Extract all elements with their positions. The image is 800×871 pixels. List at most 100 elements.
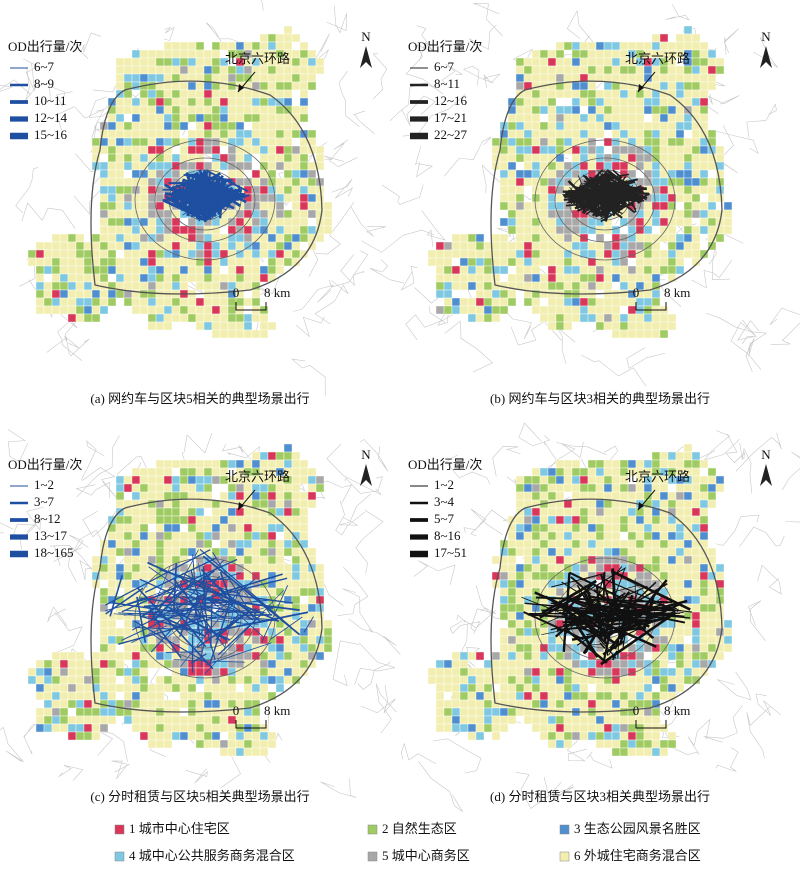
zone-cell: [163, 41, 173, 51]
zone-cell: [659, 499, 669, 509]
zone-cell: [555, 491, 565, 501]
zone-cell: [275, 129, 285, 139]
ring-arrowhead: [638, 502, 644, 510]
legend-label: 1~2: [434, 477, 454, 492]
zone-cell: [291, 81, 301, 91]
zone-cell: [595, 129, 605, 139]
zone-cell: [707, 73, 717, 83]
zone-cell: [635, 563, 645, 573]
zone-cell: [203, 683, 213, 693]
zone-cell: [475, 249, 485, 259]
zone-cell: [555, 547, 565, 557]
zone-cell: [163, 97, 173, 107]
zone-cell: [579, 225, 589, 235]
zone-cell: [563, 241, 573, 251]
zone-cell: [155, 49, 165, 59]
zone-cell: [267, 105, 277, 115]
zone-cell: [147, 273, 157, 283]
zone-cell: [299, 225, 309, 235]
zone-cell: [667, 265, 677, 275]
zone-cell: [267, 739, 277, 749]
zone-cell: [491, 731, 501, 741]
zone-cell: [299, 531, 309, 541]
zone-cell: [35, 297, 45, 307]
zone-cell: [443, 675, 453, 685]
zone-cell: [611, 739, 621, 749]
zone-cell: [179, 225, 189, 235]
zone-cell: [251, 145, 261, 155]
zone-cell: [523, 603, 533, 613]
legend-label: 10~11: [34, 93, 67, 108]
zone-cell: [595, 89, 605, 99]
zone-cell: [659, 129, 669, 139]
zone-cell: [579, 65, 589, 75]
zone-cell: [307, 643, 317, 653]
zone-cell: [475, 715, 485, 725]
zone-cell: [195, 321, 205, 331]
zone-cell: [691, 177, 701, 187]
zone-cell: [475, 691, 485, 701]
zone-cell: [131, 467, 141, 477]
zone-cell: [595, 467, 605, 477]
road: [355, 509, 384, 574]
zone-cell: [147, 723, 157, 733]
zone-cell: [115, 539, 125, 549]
legend-title: OD出行量/次: [408, 457, 482, 472]
zone-cell: [619, 459, 629, 469]
zone-cell: [43, 683, 53, 693]
zone-cell: [163, 257, 173, 267]
zone-cell: [531, 491, 541, 501]
zone-cell: [699, 619, 709, 629]
zone-cell: [547, 305, 557, 315]
zone-cell: [675, 531, 685, 541]
zone-cell: [539, 723, 549, 733]
zone-cell: [155, 161, 165, 171]
zone-cell: [699, 73, 709, 83]
road: [49, 545, 93, 571]
zone-cell: [635, 121, 645, 131]
zone-cell: [299, 49, 309, 59]
zone-cell: [531, 563, 541, 573]
zone-cell: [571, 105, 581, 115]
zone-cell: [483, 273, 493, 283]
zone-cell: [275, 89, 285, 99]
zone-cell: [603, 547, 613, 557]
zone-cell: [531, 467, 541, 477]
zone-cell: [547, 683, 557, 693]
zone-cell: [115, 241, 125, 251]
zone-cell: [139, 515, 149, 525]
od-line: [246, 616, 284, 626]
od-line: [527, 613, 579, 620]
zone-cell: [155, 97, 165, 107]
zone-cell: [131, 723, 141, 733]
zone-cell: [283, 667, 293, 677]
zone-cell: [483, 683, 493, 693]
zone-cell: [299, 667, 309, 677]
legend-label: 12~14: [34, 110, 68, 125]
zone-cell: [515, 129, 525, 139]
zone-cell: [147, 659, 157, 669]
zone-cell: [123, 129, 133, 139]
zone-cell: [323, 201, 333, 211]
zone-cell: [251, 41, 261, 51]
zone-cell: [147, 89, 157, 99]
zone-cell: [611, 89, 621, 99]
zone-cell: [115, 153, 125, 163]
zone-cell: [699, 499, 709, 509]
zone-cell: [451, 241, 461, 251]
zone-cell: [131, 643, 141, 653]
zone-cell: [659, 137, 669, 147]
zone-cell: [179, 121, 189, 131]
zone-cell: [251, 747, 261, 757]
zone-cell: [491, 707, 501, 717]
zone-cell: [59, 249, 69, 259]
zone-cell: [547, 483, 557, 493]
zone-cell: [707, 595, 717, 605]
zone-cell: [123, 217, 133, 227]
zone-cell: [91, 651, 101, 661]
zone-cell: [635, 241, 645, 251]
zone-cell: [579, 683, 589, 693]
zone-cell: [611, 313, 621, 323]
zone-cell: [579, 281, 589, 291]
zone-cell: [259, 547, 269, 557]
